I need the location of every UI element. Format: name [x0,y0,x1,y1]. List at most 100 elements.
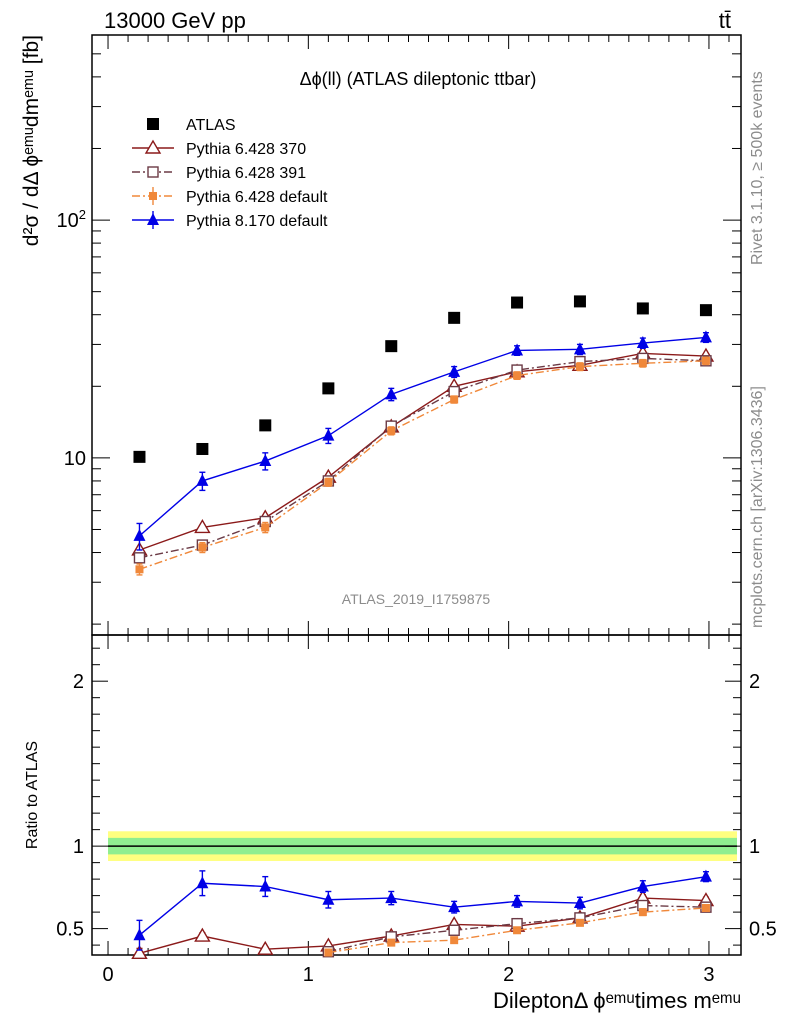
ratio-data-point [513,926,522,935]
main-data-point [133,528,146,541]
main-data-point [511,343,524,356]
main-data-point [575,362,584,371]
ratio-data-point [259,879,272,892]
main-data-point [385,387,398,400]
main-data-point [636,336,649,349]
ratio-data-point [194,927,211,942]
main-series-2 [133,352,712,564]
ratio-data-point [322,892,335,905]
main-data-point [385,340,398,353]
ratio-series-line [139,875,707,936]
ratio-data-point [196,876,209,889]
ratio-reference-band [108,831,737,861]
main-data-point [699,304,712,317]
ratio-data-point [636,879,649,892]
main-data-point [135,565,144,574]
ratio-series-0 [131,889,715,960]
legend-marker [147,213,159,225]
ratio-y-tick-label-right: 0.5 [749,919,777,941]
collision-label: 13000 GeV pp [104,8,246,33]
main-data-point [387,426,396,435]
main-data-point [194,519,211,534]
ratio-data-point [701,903,710,912]
main-data-point [638,359,647,368]
main-data-point [513,371,522,380]
main-data-point [259,454,272,467]
main-data-point [322,428,335,441]
main-series-1 [131,345,715,556]
x-tick-label: 1 [303,964,314,986]
main-series-0 [133,295,712,463]
main-series-4 [133,330,712,551]
main-axis-ticks: 10 102 [57,34,741,635]
main-series [131,295,715,576]
legend-marker [147,166,159,178]
x-tick-label: 2 [503,964,514,986]
main-data-point [636,302,649,315]
ratio-panel: 0 1 2 3 0.5 0.5 1 1 2 2 Ratio to ATLAS DileptonΔ … [24,634,777,1013]
ratio-y-tick-label-left: 1 [73,836,84,858]
ratio-axis-ticks: 0 1 2 3 0.5 0.5 1 1 2 2 [56,635,777,986]
main-title: Δϕ(ll) (ATLAS dileptonic ttbar) [300,69,537,89]
ratio-data-point [133,928,146,941]
main-data-point [701,356,710,365]
main-data-point [511,296,524,309]
legend-label: Pythia 6.428 370 [186,141,306,158]
main-series-line [139,336,707,537]
rivet-label: Rivet 3.1.10, ≥ 500k events [749,71,766,265]
ratio-data-point [131,944,148,960]
ratio-data-point [385,891,398,904]
watermark: ATLAS_2019_I1759875 [342,591,491,607]
legend-marker [144,139,162,154]
legend: ATLAS Pythia 6.428 370 Pythia 6.428 391 Pyt… [132,117,328,230]
x-tick-label: 3 [703,964,714,986]
ratio-data-point [699,869,712,882]
main-data-point [133,552,146,564]
main-data-point [196,473,209,486]
main-data-point [196,442,209,455]
ratio-data-point [573,896,586,909]
legend-label: Pythia 8.170 default [186,213,328,230]
main-y-tick-label: 10 [64,448,86,470]
ratio-frame [91,634,742,956]
process-label: tt̄ [719,8,731,33]
main-data-point [450,395,459,404]
main-series-line [139,360,706,570]
y-axis-label: d²σ / dΔ ϕᵉᵐᵘdmᵉᵐᵘ [fb] [20,35,43,246]
legend-marker [147,118,159,130]
ratio-series [131,869,715,960]
main-data-point [261,523,270,532]
ratio-y-tick-label-left: 0.5 [56,919,84,941]
ratio-series-3 [133,869,712,951]
main-panel: 10 102 Δϕ(ll) (ATLAS dileptonic ttbar) d²… [20,34,742,636]
ratio-y-tick-label-left: 2 [73,671,84,693]
ratio-y-tick-label-right: 1 [749,836,760,858]
ratio-data-point [257,940,274,955]
legend-marker [149,192,157,200]
ratio-y-tick-label-right: 2 [749,671,760,693]
ratio-series-2 [324,903,710,957]
legend-label: Pythia 6.428 391 [186,165,306,182]
main-data-point [198,543,207,552]
ratio-series-line [139,897,706,955]
main-data-point [448,364,461,377]
ratio-data-point [324,948,333,957]
main-data-point [699,330,712,343]
ratio-data-point [511,894,524,907]
ratio-data-point [448,900,461,913]
main-data-point [448,385,460,398]
ratio-data-point [638,908,647,917]
main-data-point [573,342,586,355]
main-data-point [448,311,461,324]
x-axis-label: DileptonΔ ϕᵉᵐᵘtimes mᵉᵐᵘ [493,988,741,1013]
legend-label: ATLAS [186,117,236,134]
ratio-y-label: Ratio to ATLAS [24,741,41,849]
ratio-data-point [450,936,459,945]
main-data-point [324,478,333,487]
ratio-data-point [575,918,584,927]
mcplots-label: mcplots.cern.ch [arXiv:1306.3436] [749,386,766,628]
ratio-data-point [387,938,396,947]
main-data-point [573,295,586,308]
legend-label: Pythia 6.428 default [186,189,328,206]
